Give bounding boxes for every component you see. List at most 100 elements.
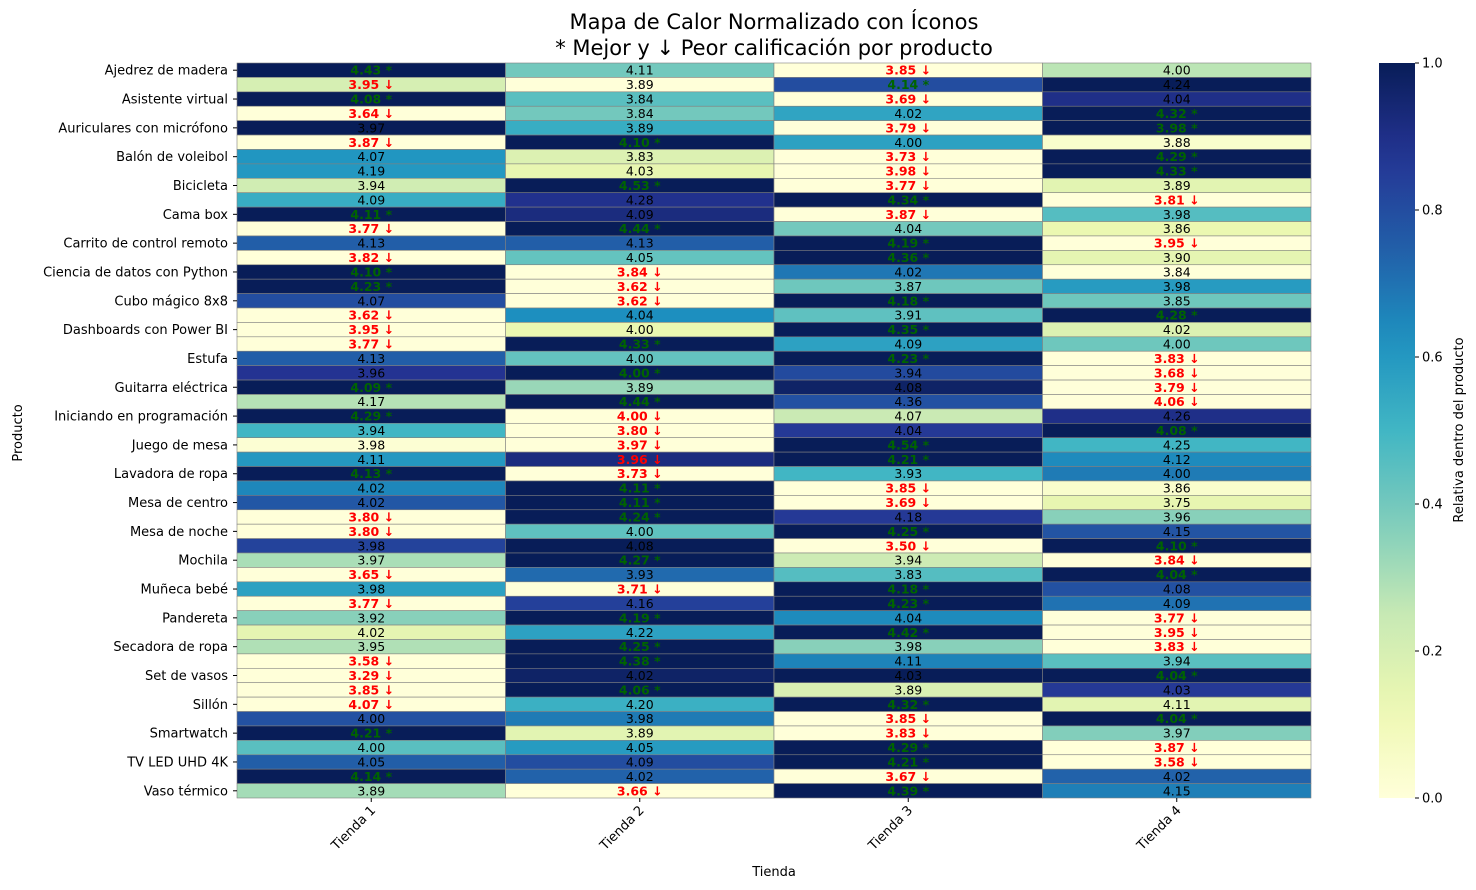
cell-value-label: 4.09 bbox=[1163, 596, 1191, 611]
cell-value-label: 3.84 ↓ bbox=[1154, 553, 1200, 568]
cell-value-label: 3.98 * bbox=[1156, 120, 1198, 135]
cell-value-label: 4.18 bbox=[894, 509, 922, 524]
cell-value-label: 4.05 bbox=[626, 250, 654, 265]
cell-value-label: 3.89 bbox=[357, 783, 385, 798]
cell-value-label: 4.00 bbox=[1163, 337, 1191, 352]
cell-value-label: 3.97 ↓ bbox=[617, 437, 663, 452]
cell-value-label: 3.89 bbox=[626, 726, 654, 741]
cell-value-label: 4.18 * bbox=[887, 293, 929, 308]
cell-value-label: 3.95 ↓ bbox=[1154, 625, 1200, 640]
cell-value-label: 3.77 ↓ bbox=[885, 178, 931, 193]
cell-value-label: 4.07 ↓ bbox=[348, 697, 394, 712]
cell-value-label: 4.29 * bbox=[350, 409, 392, 424]
cell-value-label: 4.36 bbox=[894, 394, 922, 409]
cell-value-label: 4.02 bbox=[626, 769, 654, 784]
cell-value-label: 3.58 ↓ bbox=[1154, 754, 1200, 769]
cell-value-label: 3.82 ↓ bbox=[348, 250, 394, 265]
cell-value-label: 4.44 * bbox=[619, 394, 661, 409]
cell-value-label: 4.11 bbox=[894, 654, 922, 669]
cell-value-label: 4.09 bbox=[626, 207, 654, 222]
cell-value-label: 4.19 * bbox=[619, 610, 661, 625]
cell-value-label: 4.35 * bbox=[887, 322, 929, 337]
cell-value-label: 4.04 * bbox=[1156, 711, 1198, 726]
cell-value-label: 4.29 * bbox=[1156, 149, 1198, 164]
cell-value-label: 4.04 bbox=[626, 308, 654, 323]
cell-value-label: 4.13 bbox=[357, 236, 385, 251]
cell-value-label: 4.14 * bbox=[350, 769, 392, 784]
cell-value-label: 3.62 ↓ bbox=[617, 279, 663, 294]
cell-value-label: 3.94 bbox=[894, 553, 922, 568]
cell-value-label: 4.05 bbox=[626, 740, 654, 755]
cell-value-label: 3.83 bbox=[894, 567, 922, 582]
cell-value-label: 3.85 ↓ bbox=[348, 682, 394, 697]
cell-value-label: 4.03 bbox=[626, 164, 654, 179]
cell-value-label: 4.11 * bbox=[350, 207, 392, 222]
cell-value-label: 4.04 * bbox=[1156, 668, 1198, 683]
colorbar-gradient bbox=[1379, 63, 1415, 798]
y-tick-label: Ajedrez de madera bbox=[105, 64, 228, 79]
cell-value-label: 4.02 bbox=[357, 495, 385, 510]
x-tick-label: Tienda 2 bbox=[597, 803, 648, 854]
cell-value-label: 3.97 bbox=[357, 553, 385, 568]
cell-value-label: 4.36 * bbox=[887, 250, 929, 265]
cell-value-label: 3.58 ↓ bbox=[348, 654, 394, 669]
cell-value-label: 4.18 * bbox=[887, 582, 929, 597]
cell-value-label: 3.88 bbox=[1163, 135, 1191, 150]
y-tick-label: Juego de mesa bbox=[131, 438, 228, 453]
cell-value-label: 4.26 bbox=[1163, 409, 1191, 424]
y-tick-label: Mochila bbox=[178, 554, 228, 569]
cell-value-label: 3.85 bbox=[1163, 293, 1191, 308]
cell-value-label: 4.25 * bbox=[619, 639, 661, 654]
cell-value-label: 3.86 bbox=[1163, 481, 1191, 496]
cell-value-label: 3.84 bbox=[626, 92, 654, 107]
cell-value-label: 3.95 ↓ bbox=[348, 322, 394, 337]
cell-value-label: 3.83 ↓ bbox=[1154, 351, 1200, 366]
cell-value-label: 4.43 * bbox=[350, 63, 392, 78]
cell-value-label: 3.83 ↓ bbox=[1154, 639, 1200, 654]
y-tick-label: Cubo mágico 8x8 bbox=[114, 294, 228, 309]
cell-value-label: 4.00 bbox=[1163, 466, 1191, 481]
cell-value-label: 4.09 * bbox=[350, 380, 392, 395]
cell-value-label: 4.04 bbox=[894, 221, 922, 236]
cell-value-label: 4.06 * bbox=[619, 682, 661, 697]
cell-value-label: 4.12 bbox=[1163, 452, 1191, 467]
y-tick-label: Ciencia de datos con Python bbox=[43, 265, 228, 280]
cell-value-label: 4.22 bbox=[626, 625, 654, 640]
cell-value-label: 3.90 bbox=[1163, 250, 1191, 265]
cell-value-label: 3.79 ↓ bbox=[1154, 380, 1200, 395]
cell-value-label: 4.24 bbox=[1163, 77, 1191, 92]
cell-value-label: 4.54 * bbox=[887, 437, 929, 452]
cell-value-label: 4.00 bbox=[357, 711, 385, 726]
cell-value-label: 3.50 ↓ bbox=[885, 538, 931, 553]
y-tick-label: Sillón bbox=[193, 698, 228, 713]
cell-value-label: 3.93 bbox=[894, 466, 922, 481]
colorbar-tick-label: 0.0 bbox=[1422, 792, 1443, 807]
cell-value-label: 4.05 bbox=[357, 754, 385, 769]
cell-value-label: 4.00 * bbox=[619, 365, 661, 380]
cell-value-label: 4.16 bbox=[626, 596, 654, 611]
cell-value-label: 4.07 bbox=[894, 409, 922, 424]
cell-value-label: 4.08 * bbox=[1156, 423, 1198, 438]
y-tick-label: Balón de voleibol bbox=[116, 150, 228, 165]
cell-value-label: 4.15 bbox=[1163, 524, 1191, 539]
cell-value-label: 3.80 ↓ bbox=[617, 423, 663, 438]
cell-value-label: 3.96 bbox=[1163, 509, 1191, 524]
y-tick-label: Carrito de control remoto bbox=[63, 237, 228, 252]
cell-value-label: 3.73 ↓ bbox=[885, 149, 931, 164]
cell-value-label: 3.98 bbox=[626, 711, 654, 726]
y-axis-ticks: Ajedrez de madera Asistente virtual Auricu… bbox=[43, 64, 237, 799]
cell-value-label: 4.11 * bbox=[619, 481, 661, 496]
cell-value-label: 3.62 ↓ bbox=[617, 293, 663, 308]
cell-value-label: 3.79 ↓ bbox=[885, 120, 931, 135]
y-tick-label: Mesa de noche bbox=[130, 525, 228, 540]
y-tick-label: Guitarra eléctrica bbox=[115, 381, 228, 396]
cell-value-label: 4.11 bbox=[1163, 697, 1191, 712]
cell-value-label: 4.10 * bbox=[1156, 538, 1198, 553]
cell-value-label: 4.02 bbox=[357, 481, 385, 496]
cell-value-label: 4.32 * bbox=[887, 697, 929, 712]
cell-value-label: 4.00 bbox=[357, 740, 385, 755]
y-tick-label: Dashboards con Power BI bbox=[63, 323, 228, 338]
y-tick-label: Set de vasos bbox=[145, 669, 228, 684]
cell-value-label: 3.73 ↓ bbox=[617, 466, 663, 481]
colorbar-tick-label: 0.4 bbox=[1422, 498, 1443, 513]
